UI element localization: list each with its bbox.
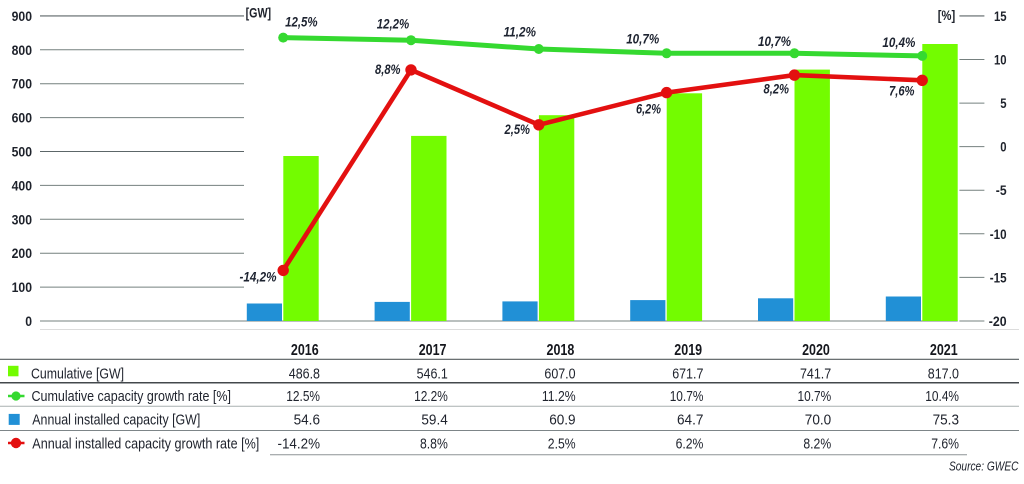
svg-text:[%]: [%] <box>938 7 955 23</box>
svg-text:2.5%: 2.5% <box>548 437 576 453</box>
svg-text:546.1: 546.1 <box>417 367 448 383</box>
svg-text:800: 800 <box>12 42 33 58</box>
svg-text:2020: 2020 <box>802 342 830 359</box>
svg-text:10.7%: 10.7% <box>798 389 832 405</box>
svg-text:12.5%: 12.5% <box>286 389 320 405</box>
svg-text:Source: GWEC: Source: GWEC <box>949 459 1019 474</box>
svg-text:8,8%: 8,8% <box>375 62 401 77</box>
svg-text:10: 10 <box>994 52 1007 68</box>
svg-text:600: 600 <box>12 110 33 126</box>
svg-text:75.3: 75.3 <box>933 412 959 428</box>
svg-text:2018: 2018 <box>547 342 575 359</box>
svg-text:8.2%: 8.2% <box>803 437 831 453</box>
svg-text:Cumulative [GW]: Cumulative [GW] <box>31 367 124 383</box>
svg-text:741.7: 741.7 <box>800 367 831 383</box>
svg-text:100: 100 <box>12 279 33 295</box>
svg-text:700: 700 <box>12 76 33 92</box>
svg-text:5: 5 <box>1000 95 1006 111</box>
svg-text:6.2%: 6.2% <box>676 437 704 453</box>
svg-text:11,2%: 11,2% <box>504 25 537 40</box>
svg-text:10.7%: 10.7% <box>670 389 704 405</box>
svg-text:-14,2%: -14,2% <box>240 270 277 285</box>
svg-text:10,7%: 10,7% <box>626 32 659 47</box>
svg-text:8.8%: 8.8% <box>420 437 448 453</box>
svg-text:15: 15 <box>994 8 1007 24</box>
svg-text:54.6: 54.6 <box>294 412 320 428</box>
svg-text:8,2%: 8,2% <box>764 82 790 97</box>
svg-text:Annual installed capacity [GW]: Annual installed capacity [GW] <box>32 412 200 428</box>
svg-text:607.0: 607.0 <box>544 367 575 383</box>
svg-text:500: 500 <box>12 144 33 160</box>
svg-text:10.4%: 10.4% <box>925 389 959 405</box>
svg-text:7,6%: 7,6% <box>889 84 915 99</box>
svg-text:70.0: 70.0 <box>805 412 831 428</box>
svg-text:11.2%: 11.2% <box>542 389 576 405</box>
svg-text:300: 300 <box>12 211 33 227</box>
svg-text:Cumulative capacity growth rat: Cumulative capacity growth rate [%] <box>32 389 232 405</box>
svg-text:Annual installed capacity grow: Annual installed capacity growth rate [%… <box>32 437 259 453</box>
svg-text:[GW]: [GW] <box>246 5 272 21</box>
svg-text:-10: -10 <box>990 226 1007 242</box>
svg-text:-15: -15 <box>990 269 1007 285</box>
svg-text:12.2%: 12.2% <box>414 389 448 405</box>
svg-text:7.6%: 7.6% <box>931 437 959 453</box>
svg-text:2017: 2017 <box>419 342 447 359</box>
svg-text:6,2%: 6,2% <box>636 102 661 117</box>
svg-text:486.8: 486.8 <box>289 367 320 383</box>
svg-text:-20: -20 <box>989 313 1007 329</box>
svg-text:-14.2%: -14.2% <box>278 437 321 453</box>
svg-text:-5: -5 <box>996 182 1007 198</box>
svg-text:2,5%: 2,5% <box>504 122 530 137</box>
svg-text:817.0: 817.0 <box>928 367 959 383</box>
svg-text:900: 900 <box>12 8 33 24</box>
svg-text:64.7: 64.7 <box>677 412 703 428</box>
svg-text:0: 0 <box>25 313 32 329</box>
svg-text:200: 200 <box>12 245 33 261</box>
svg-text:400: 400 <box>12 177 33 193</box>
svg-text:12,5%: 12,5% <box>285 15 318 30</box>
svg-text:10,4%: 10,4% <box>882 35 915 50</box>
svg-text:59.4: 59.4 <box>421 412 447 428</box>
svg-text:2019: 2019 <box>674 342 702 359</box>
svg-text:671.7: 671.7 <box>672 367 703 383</box>
svg-text:10,7%: 10,7% <box>758 34 791 49</box>
svg-text:60.9: 60.9 <box>549 412 575 428</box>
svg-text:2016: 2016 <box>291 342 319 359</box>
svg-text:2021: 2021 <box>930 342 958 359</box>
svg-text:0: 0 <box>1000 139 1006 155</box>
svg-text:12,2%: 12,2% <box>377 16 410 31</box>
